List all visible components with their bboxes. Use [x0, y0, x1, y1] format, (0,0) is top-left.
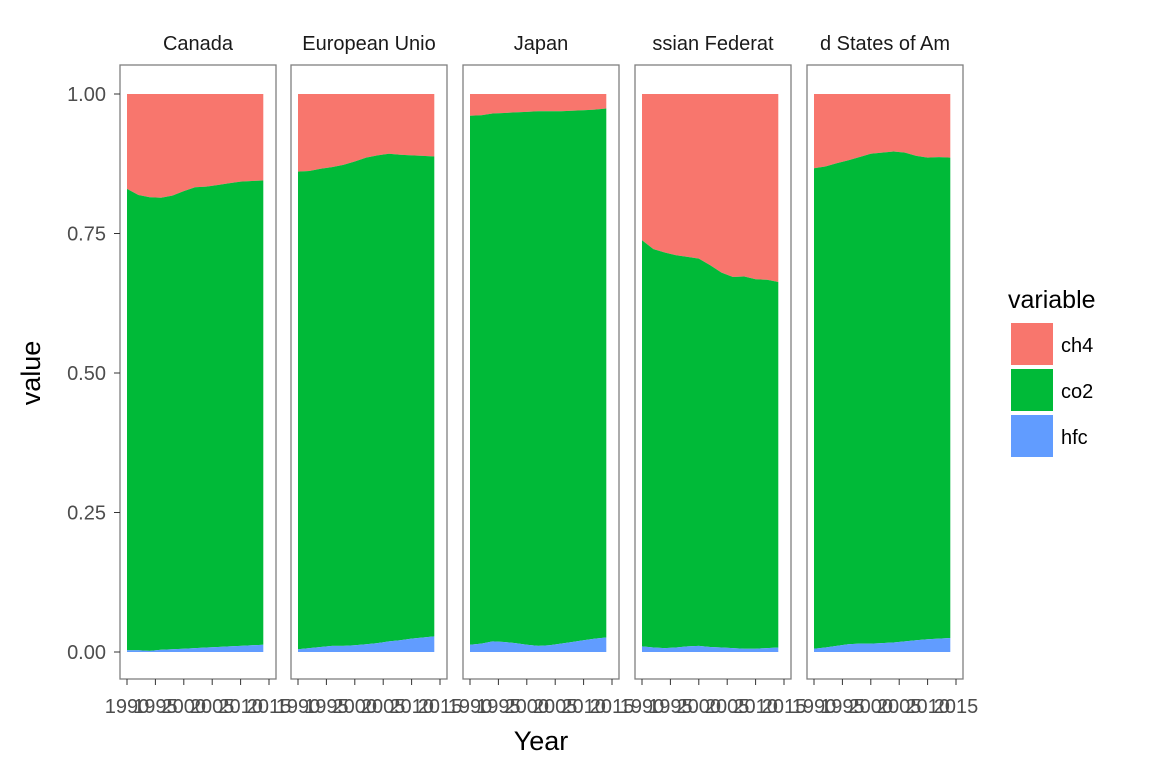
area-hfc [814, 638, 951, 652]
legend-label: ch4 [1061, 335, 1093, 357]
panel-border [119, 64, 277, 680]
area-co2 [814, 151, 951, 649]
x-axis-title: Year [514, 726, 569, 756]
area-ch4 [470, 94, 607, 116]
legend: variable ch4 co2 hfc [1008, 286, 1096, 457]
x-tick-label: 2010 [905, 696, 950, 718]
x-tick-label: 1990 [105, 696, 150, 718]
x-tick-label: 2010 [561, 696, 606, 718]
x-tick-label: 1995 [476, 696, 521, 718]
legend-key-hfc [1011, 415, 1053, 457]
area-hfc [298, 636, 435, 652]
x-tick-label: 2015 [590, 696, 635, 718]
legend-key-co2 [1011, 369, 1053, 411]
legend-key-ch4 [1011, 323, 1053, 365]
area-co2 [470, 108, 607, 646]
facet-strip-label: Canada [163, 33, 234, 55]
x-tick-label: 1990 [276, 696, 321, 718]
x-tick-label: 2010 [389, 696, 434, 718]
x-tick-label: 2005 [190, 696, 235, 718]
x-tick-label: 1995 [820, 696, 865, 718]
x-tick-label: 1995 [648, 696, 693, 718]
panel-border [462, 64, 620, 680]
y-tick-label: 0.25 [67, 503, 106, 525]
x-tick-label: 2015 [934, 696, 979, 718]
area-ch4 [642, 94, 779, 282]
area-ch4 [814, 94, 951, 169]
facet-strip-label: ssian Federat [652, 33, 774, 55]
x-tick-label: 2005 [533, 696, 578, 718]
x-tick-label: 2010 [218, 696, 263, 718]
x-tick-label: 1995 [133, 696, 178, 718]
facet-strip-label: Japan [514, 33, 569, 55]
y-tick-label: 0.50 [67, 363, 106, 385]
legend-title: variable [1008, 286, 1096, 314]
area-hfc [127, 644, 264, 652]
y-axis: 0.00 0.25 0.50 0.75 1.00 [67, 84, 120, 664]
x-tick-label: 2000 [505, 696, 550, 718]
legend-label: hfc [1061, 427, 1088, 449]
x-tick-label: 2000 [333, 696, 378, 718]
x-tick-label: 2000 [849, 696, 894, 718]
x-tick-label: 2015 [762, 696, 807, 718]
x-tick-label: 2015 [247, 696, 292, 718]
x-tick-label: 1990 [792, 696, 837, 718]
facet-strip-label: European Unio [302, 33, 435, 55]
x-tick-label: 2015 [418, 696, 463, 718]
y-axis-title: value [16, 341, 46, 406]
area-co2 [127, 180, 264, 651]
area-co2 [642, 240, 779, 649]
x-tick-label: 2005 [877, 696, 922, 718]
area-ch4 [298, 94, 435, 172]
x-tick-label: 2000 [162, 696, 207, 718]
x-tick-label: 2010 [733, 696, 778, 718]
panel-border [634, 64, 792, 680]
facet-strip-label: d States of Am [820, 33, 950, 55]
area-hfc [642, 645, 779, 652]
area-hfc [470, 637, 607, 652]
y-tick-label: 1.00 [67, 84, 106, 106]
legend-label: co2 [1061, 381, 1093, 403]
x-tick-label: 1995 [304, 696, 349, 718]
area-ch4 [127, 94, 264, 198]
x-tick-label: 2005 [361, 696, 406, 718]
y-tick-label: 0.75 [67, 224, 106, 246]
panel-border [806, 64, 964, 680]
x-tick-label: 1990 [620, 696, 665, 718]
panel-border [290, 64, 448, 680]
y-tick-label: 0.00 [67, 642, 106, 664]
area-co2 [298, 153, 435, 650]
x-tick-label: 2005 [705, 696, 750, 718]
x-tick-label: 2000 [677, 696, 722, 718]
x-tick-label: 1990 [448, 696, 493, 718]
